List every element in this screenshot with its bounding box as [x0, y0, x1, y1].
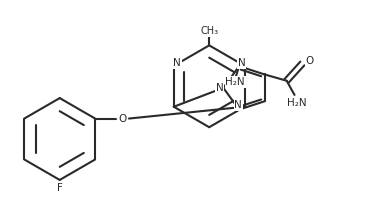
Text: N: N: [216, 83, 223, 93]
Text: O: O: [305, 56, 314, 66]
Text: N: N: [237, 58, 246, 68]
Text: H₂N: H₂N: [225, 77, 245, 87]
Text: N: N: [173, 58, 181, 68]
Text: H₂N: H₂N: [287, 98, 307, 108]
Text: F: F: [57, 183, 63, 193]
Text: N: N: [234, 100, 242, 110]
Text: O: O: [119, 113, 127, 124]
Text: CH₃: CH₃: [200, 26, 218, 36]
